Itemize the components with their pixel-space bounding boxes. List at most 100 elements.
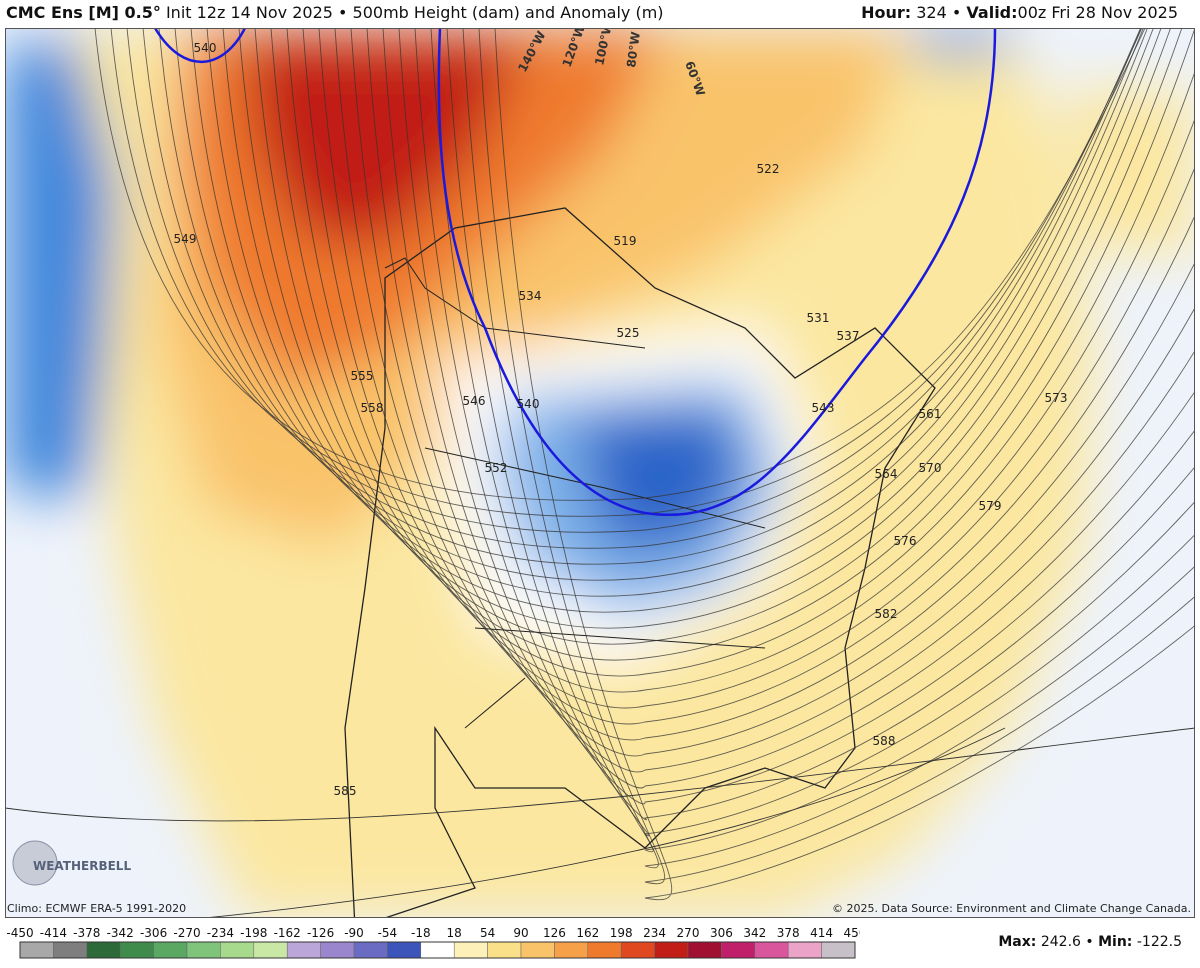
colorbar-tick-label: 378 [777,926,800,940]
colorbar-segment [620,941,655,959]
field: 500mb Height (dam) and Anomaly (m) [352,3,664,22]
longitude-label: 80°W [624,31,643,69]
logo-text: WEATHERBELL [33,859,131,873]
colorbar-segment [654,941,689,959]
contour-line [366,28,1195,773]
contour-line [254,28,1195,661]
max-label: Max: [998,934,1037,950]
climo: Climo: ECMWF ERA-5 1991-2020 [7,902,186,915]
colorbar-tick-label: 54 [480,926,495,940]
contour-line [270,28,1195,677]
contour-line [158,28,1144,565]
contour-label: 525 [617,326,640,340]
colorbar-segment [53,941,88,959]
contour-line [334,28,1195,741]
contour-label: 534 [519,289,542,303]
colorbar-tick-label: -450 [6,926,33,940]
height-contours [5,28,1195,918]
540-contour [153,28,997,516]
contour-label: 576 [894,534,917,548]
contour-label: 522 [757,162,780,176]
contour-label: 549 [174,232,197,246]
borders [384,257,766,729]
contour-label: 543 [812,401,835,415]
contour-label: 564 [875,467,898,481]
contour-line [318,28,1195,725]
colorbar-segment [353,941,388,959]
hour: 324 [916,3,947,22]
colorbar-segment [253,941,288,959]
map: 540 549 555 558 546 552 534 525 519 522 531 537 540 5… [5,28,1195,918]
contour-line [110,28,1143,517]
valid-label: Valid: [966,3,1018,22]
colorbar-segment [787,941,822,959]
max-value: 242.6 [1040,934,1081,950]
max-min: Max: 242.6 • Min: -122.5 [998,934,1182,950]
colorbar-tick-label: 234 [643,926,666,940]
colorbar-segment [520,941,555,959]
colorbar-tick-label: 18 [447,926,462,940]
contour-label: 585 [334,784,357,798]
min-label: Min: [1098,934,1133,950]
min-value: -122.5 [1136,934,1182,950]
colorbar-frame [19,941,856,959]
colorbar-segment [554,941,589,959]
contour-label: 546 [463,394,486,408]
colorbar-tick-label: -270 [173,926,200,940]
contour-label: 561 [919,407,942,421]
contour-label: 552 [485,461,508,475]
contour-label: 588 [873,734,896,748]
contour-label: 573 [1045,391,1068,405]
colorbar-segment [387,941,422,959]
colorbar-segment [153,941,188,959]
contour-line [478,28,1195,885]
colorbar-tick-label: 270 [677,926,700,940]
contour-line [398,28,1195,805]
contour-line [430,28,1195,837]
valid: 00z Fri 28 Nov 2025 [1017,3,1178,22]
header-left: CMC Ens [M] 0.5° Init 12z 14 Nov 2025 • … [6,3,664,22]
map-frame [5,28,1195,918]
colorbar-tick-label: -90 [344,926,364,940]
colorbar-tick-label: 162 [576,926,599,940]
colorbar-segment [721,941,756,959]
colorbar-tick-label: -414 [40,926,67,940]
contour-line [222,28,1172,629]
colorbar-segment [286,941,321,959]
contour-label: 537 [837,329,860,343]
colorbar-tick-label: -198 [240,926,267,940]
contour-label: 582 [875,607,898,621]
colorbar-tick-label: 342 [743,926,766,940]
colorbar-tick-label: -54 [378,926,398,940]
contour-line [204,727,1006,918]
contour-label: 579 [979,499,1002,513]
contour-line [286,28,1195,693]
contour-line [190,28,1154,597]
colorbar-segment [220,941,255,959]
colorbar-segment [487,941,522,959]
colorbar-segment [453,941,488,959]
contour-line [446,28,1195,853]
contour-line [94,28,1146,501]
colorbar-tick-label: -378 [73,926,100,940]
contour-label: 570 [919,461,942,475]
contour-line [5,727,1195,822]
colorbar-segment [119,941,154,959]
colorbar: -450 -414 -378 -342 -306 -270 -234 -198 -162 -126… [6,926,860,959]
colorbar-tick-label: -162 [274,926,301,940]
colorbar-segment [86,941,121,959]
contour-line [174,28,1148,581]
contour-label: 558 [361,401,384,415]
contour-line [350,28,1195,757]
contour-line [414,28,1195,821]
header-right: Hour: 324 • Valid:00z Fri 28 Nov 2025 [861,3,1178,22]
hour-label: Hour: [861,3,912,22]
contour-line [126,28,1142,533]
contour-label: 540 [194,41,217,55]
model: CMC Ens [M] 0.5° [6,3,161,22]
colorbar-tick-label: 90 [513,926,528,940]
colorbar-segment [687,941,722,959]
contour-line [302,28,1195,709]
colorbar-tick-label: 414 [810,926,833,940]
